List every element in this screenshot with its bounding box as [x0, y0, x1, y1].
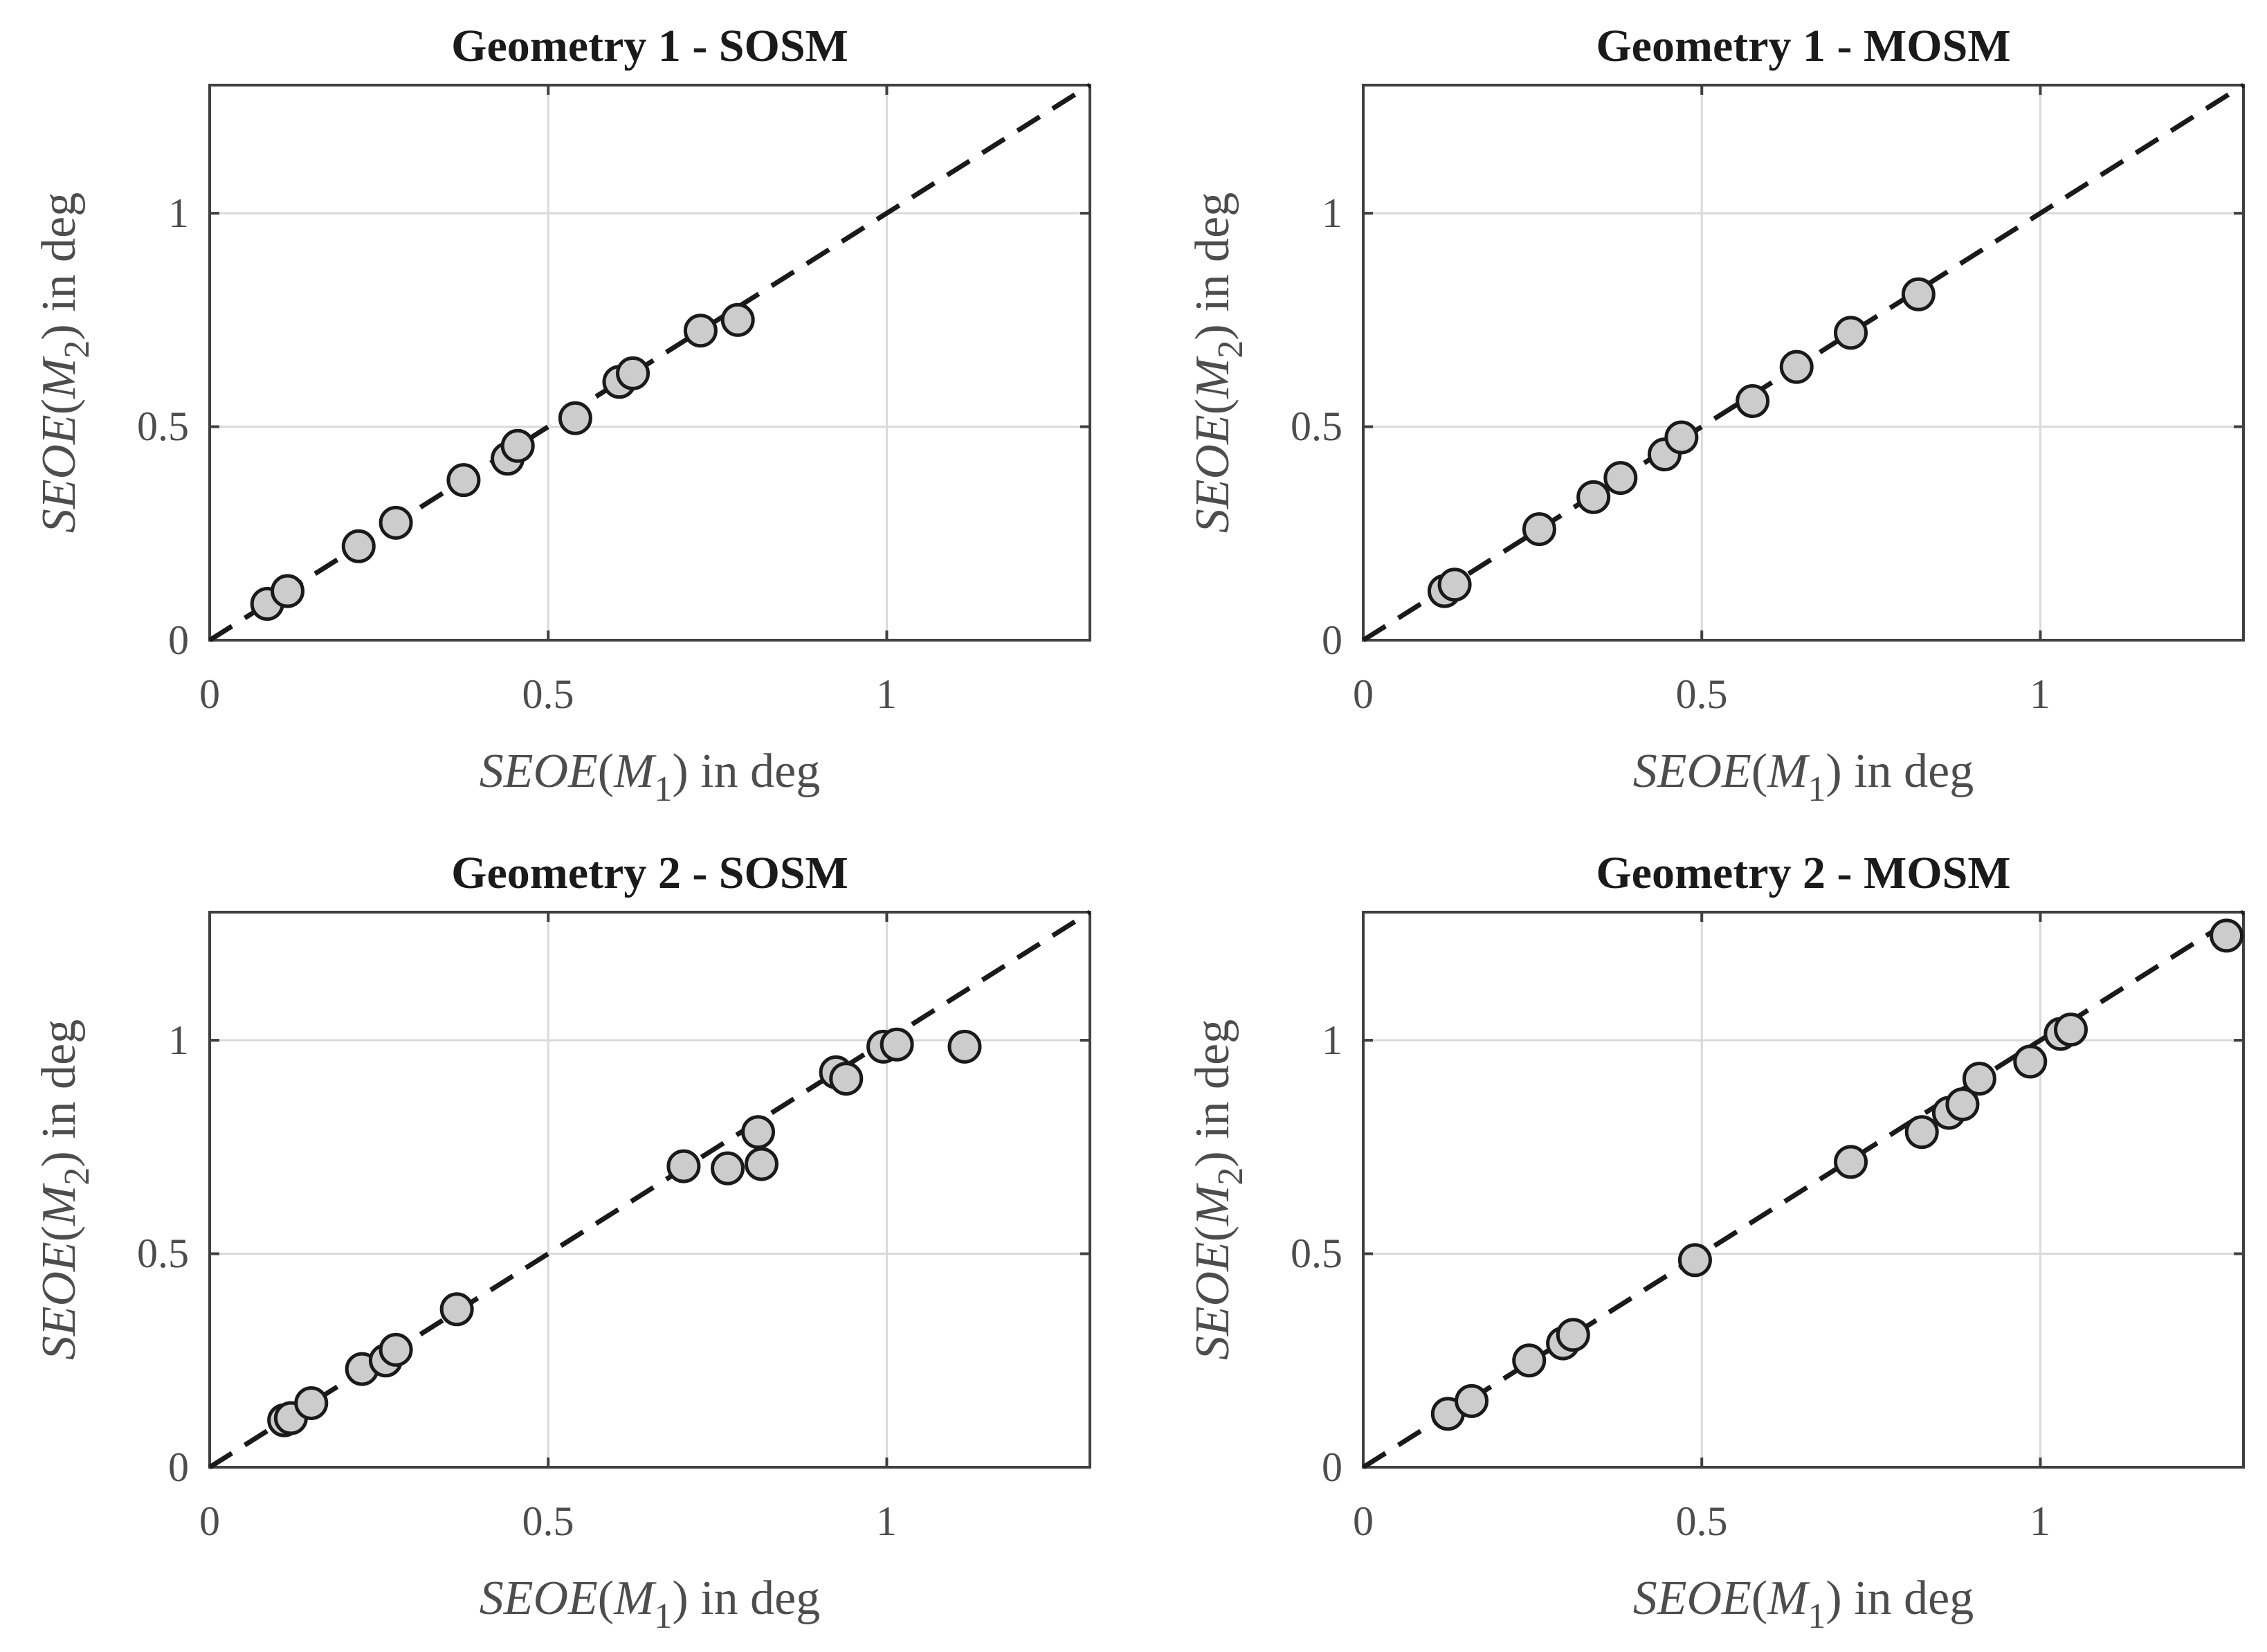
data-point: [616, 356, 650, 390]
data-point: [1556, 1318, 1590, 1352]
data-points: [267, 1027, 982, 1437]
data-point: [741, 1115, 776, 1150]
panel-geometry-2-sosm: Geometry 2 - SOSM 0 0.5 1 0 0.5 1 SEOE(M…: [33, 848, 1091, 1636]
data-point: [1512, 1343, 1547, 1378]
y-tick-label-0.5: 0.5: [1291, 1231, 1342, 1276]
data-point: [379, 505, 413, 540]
data-point: [1833, 1145, 1868, 1179]
y-tick-label-0.5: 0.5: [1291, 403, 1342, 449]
reference-line: [1362, 910, 2245, 1469]
x-tick-label-0: 0: [199, 671, 220, 717]
data-point: [829, 1062, 864, 1096]
data-point: [683, 314, 718, 348]
data-point: [446, 463, 481, 498]
x-tick-label-1: 1: [2030, 671, 2050, 717]
y-tick-label-1: 1: [168, 190, 189, 236]
x-axis-label: SEOE(M1) in deg: [1633, 1572, 1974, 1636]
data-point: [1437, 568, 1472, 602]
x-tick-label-0.5: 0.5: [1676, 1498, 1728, 1544]
data-point: [341, 529, 376, 563]
y-axis-label: SEOE(M2) in deg: [33, 192, 97, 534]
panel-geometry-2-mosm: Geometry 2 - MOSM 0 0.5 1 0 0.5 1 SEOE(M…: [1186, 848, 2245, 1636]
data-point: [1603, 461, 1638, 496]
panel-title: Geometry 1 - SOSM: [451, 21, 848, 71]
data-point: [744, 1147, 779, 1181]
y-tick-label-1: 1: [1322, 1017, 1342, 1063]
data-point: [271, 574, 305, 608]
plot-area: [1362, 84, 2245, 642]
y-tick-label-0: 0: [168, 1444, 189, 1490]
data-point: [1901, 277, 1936, 311]
ticks: [1362, 912, 2243, 1469]
y-tick-label-1: 1: [1322, 190, 1342, 236]
data-points: [1427, 277, 1936, 608]
y-axis-label: SEOE(M2) in deg: [1186, 192, 1250, 534]
y-axis-label: SEOE(M2) in deg: [33, 1019, 97, 1361]
data-point: [1736, 384, 1770, 419]
data-points: [1430, 918, 2244, 1431]
data-point: [1904, 1115, 1939, 1150]
x-tick-label-1: 1: [876, 671, 897, 717]
data-point: [1962, 1062, 1996, 1096]
y-axis-label: SEOE(M2) in deg: [1186, 1019, 1250, 1361]
x-axis-label: SEOE(M1) in deg: [480, 1572, 821, 1636]
x-tick-label-1: 1: [876, 1498, 897, 1544]
x-axis-label: SEOE(M1) in deg: [1633, 745, 1974, 809]
grid: [210, 912, 1090, 1467]
panel-geometry-1-sosm: Geometry 1 - SOSM 0 0.5 1 0 0.5 1 SEOE(M…: [33, 21, 1091, 809]
panel-geometry-1-mosm: Geometry 1 - MOSM 0 0.5 1 0 0.5 1 SEOE(M…: [1186, 21, 2245, 809]
panel-title: Geometry 2 - SOSM: [451, 848, 848, 898]
ticks: [208, 85, 1090, 642]
x-tick-label-0: 0: [199, 1498, 220, 1544]
plot-area: [208, 84, 1091, 642]
x-tick-label-0.5: 0.5: [1676, 671, 1728, 717]
y-tick-label-0: 0: [1322, 617, 1342, 663]
y-tick-label-0: 0: [1322, 1444, 1342, 1490]
y-tick-label-0: 0: [168, 617, 189, 663]
x-tick-label-0: 0: [1353, 1498, 1374, 1544]
data-point: [1576, 480, 1611, 514]
data-point: [558, 401, 592, 435]
data-point: [2053, 1013, 2088, 1047]
data-point: [720, 302, 755, 337]
data-point: [294, 1386, 329, 1420]
data-point: [500, 428, 535, 463]
data-point: [2210, 918, 2244, 953]
data-point: [947, 1029, 982, 1064]
data-point: [439, 1292, 474, 1327]
grid: [210, 85, 1090, 640]
data-point: [1677, 1243, 1712, 1278]
data-point: [1522, 512, 1556, 547]
data-point: [2013, 1044, 2048, 1079]
data-point: [1779, 350, 1814, 384]
data-point: [1833, 316, 1868, 350]
grid: [1363, 912, 2243, 1467]
data-points: [250, 302, 755, 621]
x-tick-label-0: 0: [1353, 671, 1374, 717]
grid: [1363, 85, 2243, 640]
y-tick-label-1: 1: [168, 1017, 189, 1063]
y-tick-label-0.5: 0.5: [137, 403, 189, 449]
data-point: [1945, 1087, 1980, 1122]
data-point: [711, 1151, 745, 1186]
ticks: [1362, 85, 2243, 642]
x-tick-label-1: 1: [2030, 1498, 2050, 1544]
data-point: [1455, 1383, 1489, 1418]
panel-title: Geometry 2 - MOSM: [1596, 848, 2010, 898]
plot-area: [208, 911, 1091, 1469]
data-point: [880, 1027, 914, 1062]
x-tick-label-0.5: 0.5: [522, 671, 574, 717]
data-point: [1664, 420, 1699, 455]
x-axis-label: SEOE(M1) in deg: [480, 745, 821, 809]
x-tick-label-0.5: 0.5: [522, 1498, 574, 1544]
plot-area: [1362, 911, 2245, 1469]
data-point: [666, 1149, 701, 1183]
data-point: [379, 1332, 413, 1367]
y-tick-label-0.5: 0.5: [137, 1231, 189, 1276]
panel-title: Geometry 1 - MOSM: [1596, 21, 2010, 71]
